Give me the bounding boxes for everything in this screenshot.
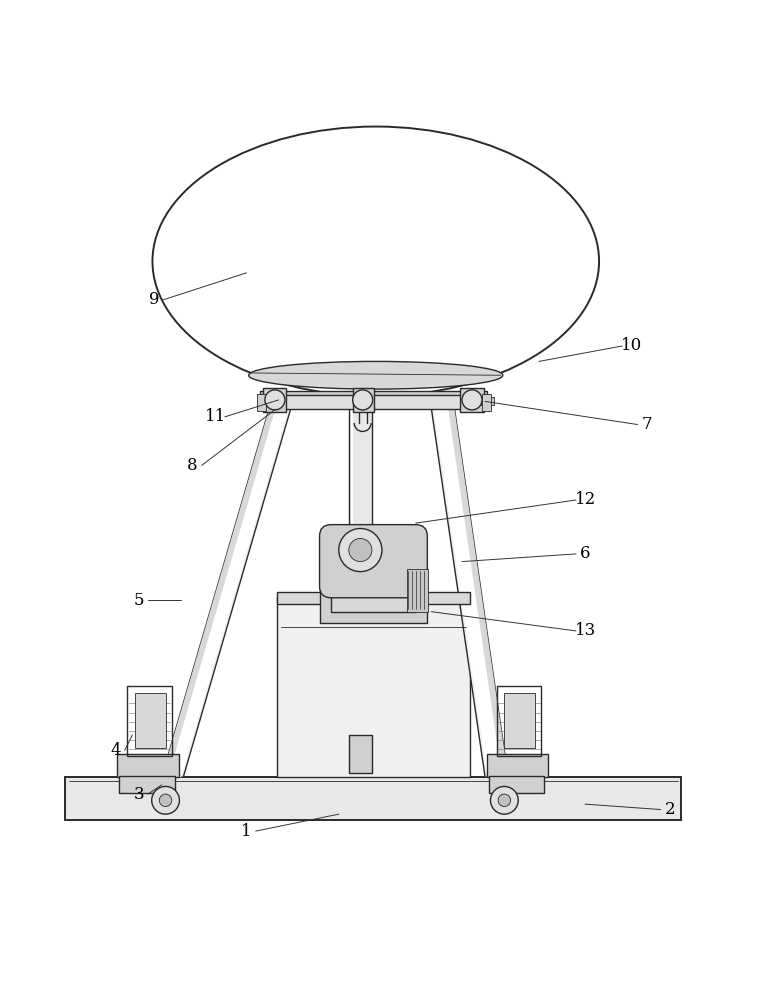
Circle shape (152, 786, 179, 814)
Text: 1: 1 (241, 823, 252, 840)
Bar (260, 391, 487, 408)
Text: 4: 4 (110, 742, 121, 759)
Bar (277, 596, 470, 777)
Bar (258, 395, 489, 409)
Bar (353, 388, 374, 412)
Circle shape (159, 794, 172, 807)
Ellipse shape (249, 361, 503, 389)
Bar (65, 777, 681, 820)
Circle shape (349, 538, 372, 562)
Bar (277, 592, 470, 604)
Polygon shape (162, 408, 291, 777)
Bar (349, 408, 372, 592)
Polygon shape (168, 408, 289, 777)
Bar (320, 585, 427, 623)
Text: 12: 12 (574, 491, 596, 508)
Bar (482, 394, 491, 411)
Ellipse shape (152, 127, 599, 396)
Circle shape (462, 390, 482, 410)
Bar (489, 776, 544, 793)
Bar (119, 776, 175, 793)
Bar (257, 394, 266, 411)
Bar (259, 397, 271, 405)
Polygon shape (434, 408, 502, 777)
Bar (263, 388, 286, 412)
Bar (481, 397, 494, 405)
Circle shape (339, 528, 382, 572)
Bar (127, 686, 172, 756)
Text: 13: 13 (574, 622, 596, 639)
Polygon shape (162, 408, 276, 777)
Text: 2: 2 (665, 801, 675, 818)
Bar (504, 692, 535, 748)
Circle shape (353, 390, 373, 410)
Bar (135, 692, 166, 748)
Bar (331, 550, 416, 612)
Text: 11: 11 (205, 408, 226, 425)
Circle shape (265, 390, 285, 410)
Text: 8: 8 (187, 457, 198, 474)
Text: 6: 6 (580, 545, 591, 562)
FancyBboxPatch shape (320, 525, 427, 598)
Bar (407, 569, 428, 612)
Polygon shape (448, 408, 508, 777)
Text: 9: 9 (149, 291, 159, 308)
Text: 10: 10 (621, 338, 642, 355)
Text: 3: 3 (133, 786, 144, 803)
Text: 5: 5 (133, 592, 144, 609)
Bar (349, 735, 372, 773)
Bar (487, 754, 548, 777)
Circle shape (498, 794, 511, 807)
Bar (497, 686, 541, 756)
Polygon shape (431, 408, 508, 777)
Circle shape (490, 786, 518, 814)
Bar (460, 388, 484, 412)
Bar (117, 754, 179, 777)
Text: 7: 7 (641, 416, 652, 433)
